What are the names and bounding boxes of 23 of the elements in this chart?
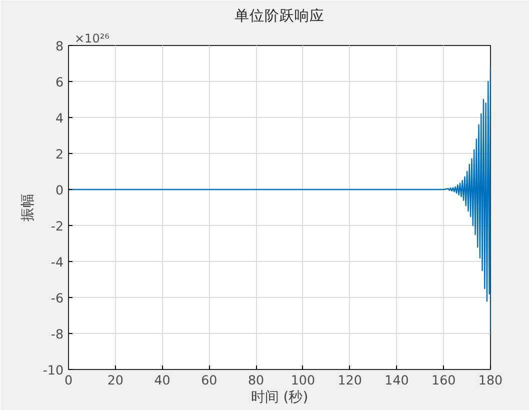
x-tick-label: 20: [107, 372, 124, 388]
y-tick-label: -2: [50, 218, 64, 234]
x-tick-label: 160: [432, 372, 456, 388]
annotation: ×10²⁶: [74, 32, 110, 46]
chart-title: 单位阶跃响应: [234, 8, 324, 24]
y-tick-label: 6: [55, 74, 64, 90]
y-tick-label: 8: [55, 38, 64, 54]
x-tick-label: 40: [154, 372, 170, 388]
y-tick-label: 2: [55, 146, 64, 162]
x-tick-label: 180: [478, 372, 503, 388]
x-tick-label: 80: [248, 372, 264, 388]
y-tick-label: 4: [55, 110, 64, 126]
x-tick-label: 60: [201, 372, 218, 388]
y-tick-label: -4: [50, 254, 64, 270]
y-tick-label: -10: [42, 362, 64, 378]
y-tick-label: -6: [50, 290, 64, 306]
x-tick-label: 100: [290, 372, 316, 388]
y-tick-label: 0: [55, 182, 64, 198]
y-tick-label: -8: [50, 326, 64, 342]
x-tick-label: 120: [338, 372, 362, 388]
x-axis-title: 时间 (秒): [250, 390, 308, 406]
y-axis-title: 振幅: [20, 194, 36, 222]
x-tick-label: 140: [384, 372, 409, 388]
